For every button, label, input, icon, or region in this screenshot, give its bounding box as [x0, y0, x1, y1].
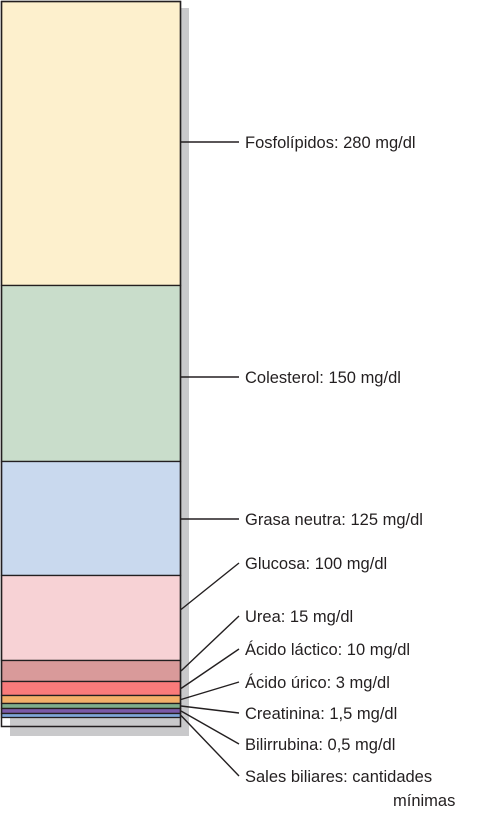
leader-line-acido-lactico [180, 648, 240, 690]
segment-urea [0, 659, 182, 683]
segment-grasa-neutra [0, 460, 182, 577]
segment-bilirrubina [0, 707, 182, 715]
label-grasa-neutra: Grasa neutra: 125 mg/dl [245, 511, 423, 529]
label-acido-lactico: Ácido láctico: 10 mg/dl [245, 640, 410, 659]
label-urea: Urea: 15 mg/dl [245, 608, 353, 626]
segment-colesterol [0, 284, 182, 463]
label-glucosa: Glucosa: 100 mg/dl [245, 555, 387, 573]
leader-line-glucosa [180, 562, 240, 611]
leader-line-creatinina [180, 705, 240, 714]
segment-sales-biliares [0, 712, 182, 719]
segment-acido-lactico [0, 680, 182, 697]
label-sales-biliares: Sales biliares: cantidades mínimas [245, 768, 455, 810]
leader-line-acido-urico [180, 681, 240, 701]
label-acido-urico: Ácido úrico: 3 mg/dl [245, 673, 390, 692]
label-colesterol: Colesterol: 150 mg/dl [245, 369, 401, 387]
leader-line-sales-biliares [180, 715, 240, 777]
segment-fosfolipidos [0, 0, 182, 287]
segment-acido-urico [0, 694, 182, 705]
leader-line-bilirrubina [180, 710, 240, 745]
label-fosfolipidos: Fosfolípidos: 280 mg/dl [245, 134, 416, 152]
segment-creatinina [0, 702, 182, 710]
leader-line-urea [180, 615, 240, 672]
label-bilirrubina: Bilirrubina: 0,5 mg/dl [245, 736, 395, 754]
label-creatinina: Creatinina: 1,5 mg/dl [245, 705, 397, 723]
segment-glucosa [0, 574, 182, 662]
bar-outline [0, 0, 182, 728]
